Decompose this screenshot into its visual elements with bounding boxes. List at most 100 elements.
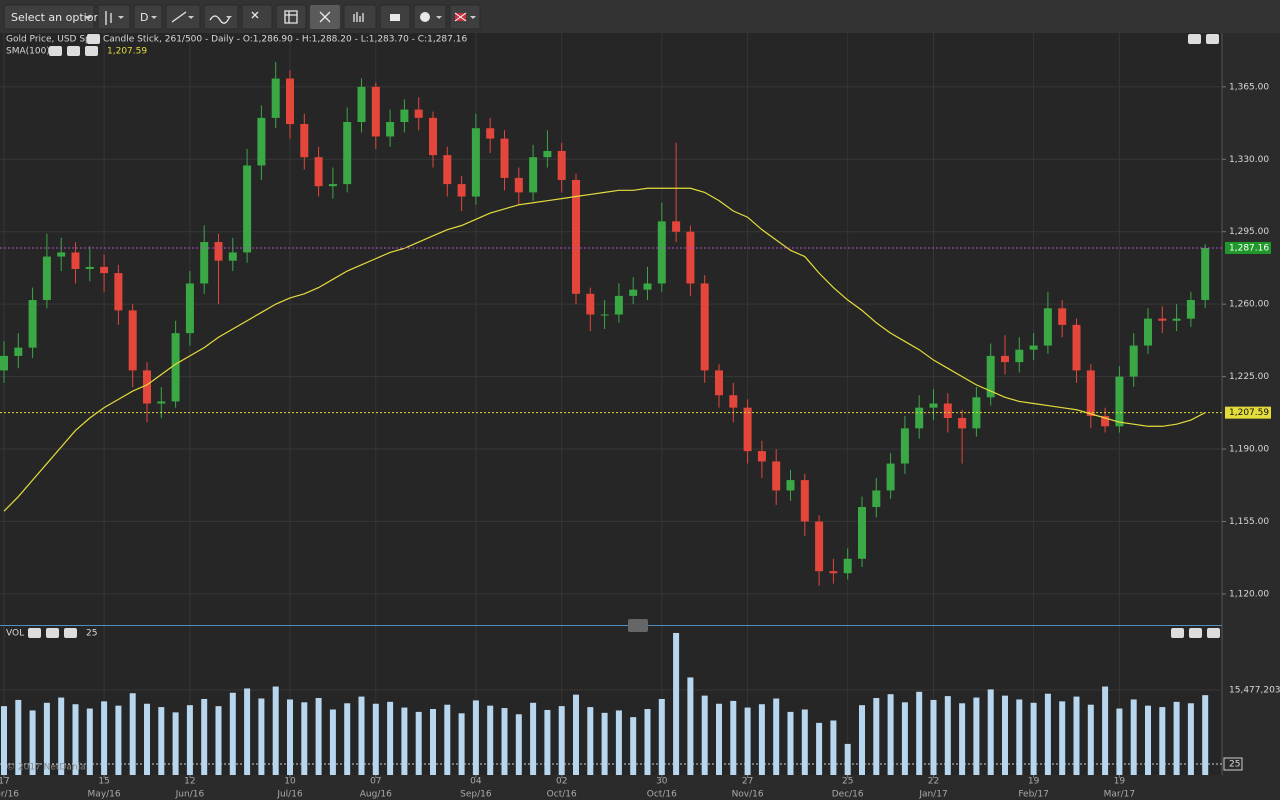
volume-bar <box>215 706 222 775</box>
volume-bar <box>773 698 780 775</box>
candle-body <box>1086 370 1095 416</box>
candle-body <box>1158 318 1167 321</box>
candle-body <box>171 333 180 402</box>
settings-icon[interactable] <box>85 46 98 56</box>
candle-body <box>958 418 967 429</box>
volume-bar <box>530 702 537 775</box>
x-month-label: Feb/17 <box>1018 790 1048 800</box>
volume-bar <box>801 709 808 775</box>
candle-body <box>500 138 509 178</box>
candle-body <box>300 124 309 158</box>
volume-bar <box>287 699 293 775</box>
x-month-label: Dec/16 <box>832 790 864 800</box>
volume-bar <box>515 714 522 775</box>
maximize-icon[interactable] <box>1189 628 1202 638</box>
toolbar: Select an option D <box>0 0 1280 33</box>
candle-body <box>629 289 638 296</box>
volume-bar <box>15 699 22 775</box>
candle-body <box>471 128 480 197</box>
volume-bar <box>1073 696 1080 775</box>
volume-bar <box>372 703 379 775</box>
candle-body <box>14 347 23 356</box>
candle-body <box>514 177 523 193</box>
sma-line <box>3 187 1206 512</box>
x-month-label: Jun/16 <box>175 790 205 800</box>
volume-bar <box>244 688 251 775</box>
x-tick-label: 27 <box>742 777 753 787</box>
y-tick-label: 1,120.00 <box>1229 589 1269 599</box>
volume-bar <box>58 697 65 775</box>
volume-bar <box>916 691 923 775</box>
volume-bar <box>1102 686 1109 775</box>
candle-body <box>1015 349 1024 363</box>
move-up-icon[interactable] <box>1171 628 1184 638</box>
volume-bar <box>387 701 394 775</box>
volume-bar <box>1145 705 1151 775</box>
volume-bar <box>959 703 966 775</box>
volume-bar <box>859 705 865 775</box>
volume-bar <box>701 695 708 775</box>
settings-icon[interactable] <box>64 628 77 638</box>
y-tick-label: 1,190.00 <box>1229 445 1269 455</box>
volume-bar <box>158 707 165 775</box>
candle-body <box>672 221 681 232</box>
volume-bar <box>329 709 336 775</box>
candle-body <box>100 266 109 274</box>
candle-body <box>1172 318 1181 321</box>
sma-tag <box>1225 406 1271 419</box>
candle-body <box>757 451 766 462</box>
x-month-label: Sep/16 <box>460 790 492 800</box>
candle-body <box>1029 345 1038 350</box>
candle-body <box>529 157 538 193</box>
icon <box>319 11 331 23</box>
y-tick-label: 1,365.00 <box>1229 82 1269 92</box>
volume-bar <box>673 632 680 775</box>
indicator-value: 1,207.59 <box>107 47 147 57</box>
x-tick-label: 17 <box>0 777 10 787</box>
draw-button[interactable] <box>165 4 201 30</box>
x-tick-label: 22 <box>928 777 939 787</box>
volume-bar <box>115 705 122 775</box>
candle-body <box>1115 376 1124 427</box>
x-month-label: Jul/16 <box>276 790 303 800</box>
remove-icon[interactable] <box>67 46 80 56</box>
period-button[interactable] <box>133 4 163 30</box>
crosshair-button[interactable] <box>275 4 307 30</box>
indicator-button[interactable] <box>203 4 239 30</box>
volume-name: VOL <box>6 629 24 639</box>
menu-icon[interactable] <box>1206 34 1219 44</box>
candle-body <box>128 310 137 371</box>
chart-type-button[interactable] <box>97 4 131 30</box>
visibility-icon[interactable] <box>49 46 62 56</box>
icon <box>251 11 259 19</box>
candle-body <box>42 256 51 301</box>
candle-body <box>400 109 409 123</box>
candle-body <box>886 463 895 491</box>
maximize-icon[interactable] <box>1188 34 1201 44</box>
volume-bar <box>1130 699 1137 775</box>
volume-bar <box>816 722 823 775</box>
remove-icon[interactable] <box>46 628 59 638</box>
candle-body <box>829 571 838 574</box>
pane-handle[interactable] <box>628 619 648 632</box>
candle-body <box>572 179 580 294</box>
volume-bar <box>558 706 565 775</box>
volume-bar <box>1002 695 1008 775</box>
volume-bar <box>758 704 765 775</box>
volume-bar <box>901 702 908 775</box>
y2-tick-label: 25 <box>1229 760 1240 770</box>
candle-body <box>643 283 652 290</box>
candle-body <box>858 507 866 559</box>
close-icon[interactable] <box>1207 628 1220 638</box>
x-month-label: Jan/17 <box>918 790 947 800</box>
volume-bar <box>987 689 994 775</box>
volume-bar <box>487 705 494 775</box>
select-dropdown[interactable] <box>3 4 95 30</box>
y-tick-label: 1,330.00 <box>1229 155 1269 165</box>
volume-bar <box>172 712 179 775</box>
visibility-icon[interactable] <box>28 628 41 638</box>
volume-bar <box>1059 701 1066 775</box>
volume-bar <box>401 707 408 775</box>
visibility-icon[interactable] <box>87 34 100 44</box>
candle-body <box>686 231 695 284</box>
